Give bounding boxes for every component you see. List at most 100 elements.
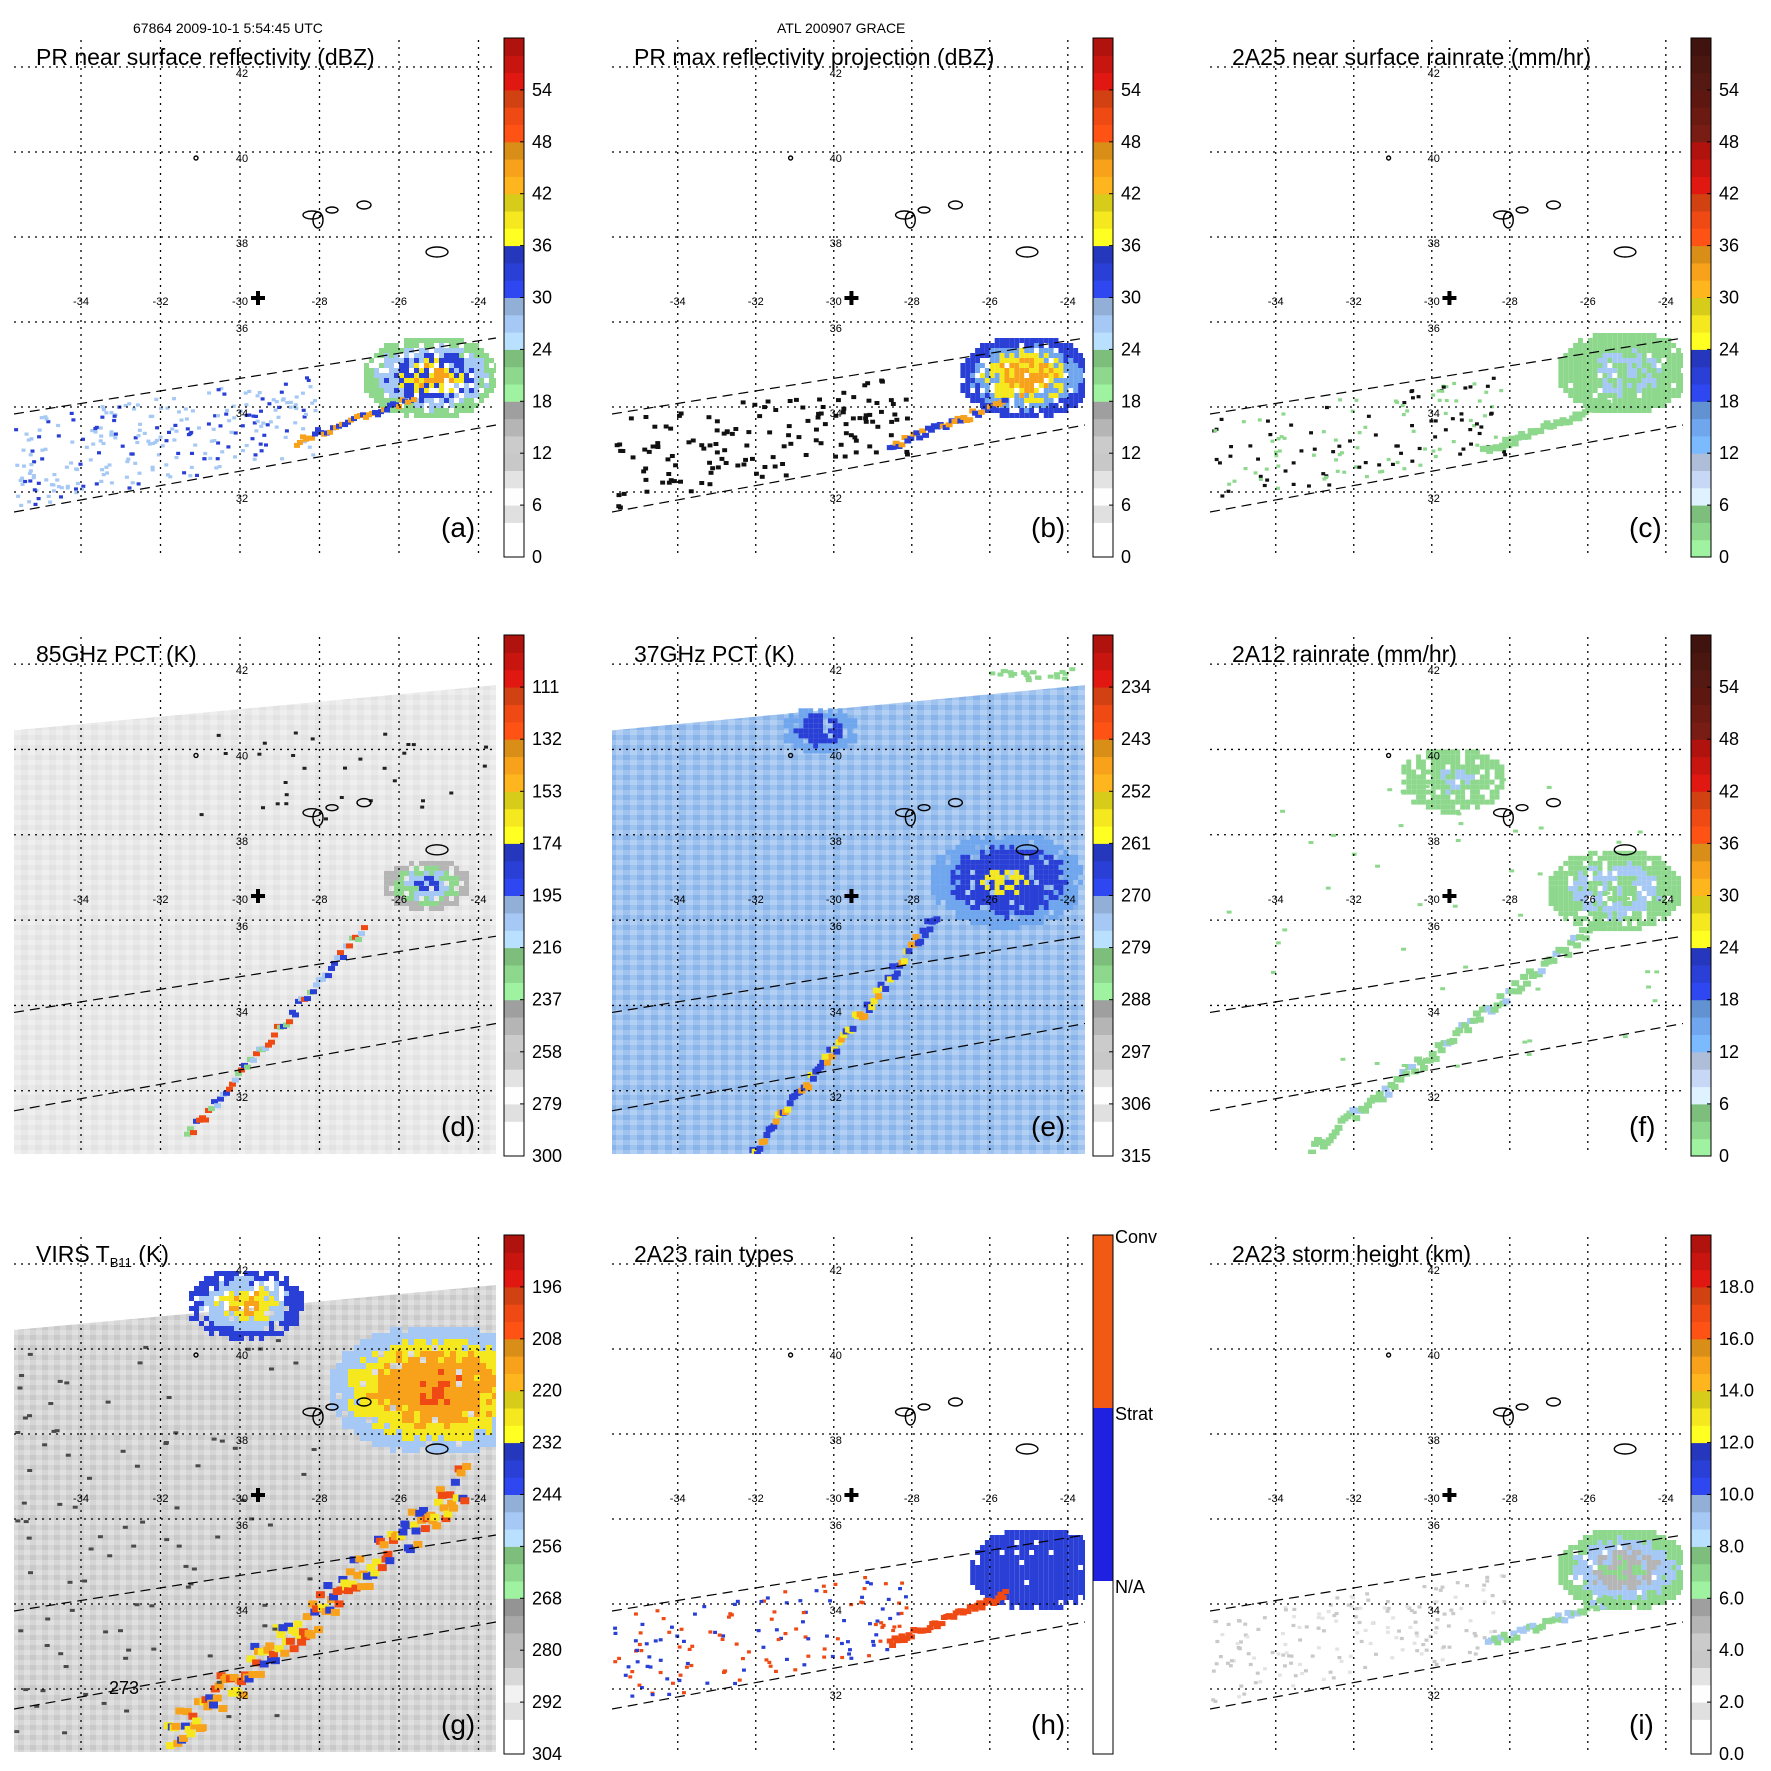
colorbar-band (1093, 211, 1113, 229)
colorbar-band (1691, 176, 1711, 195)
colorbar-band (504, 176, 524, 195)
lon-label: -28 (904, 296, 920, 308)
swath-background (14, 685, 496, 1154)
lat-label: 34 (236, 1605, 248, 1617)
colorbar-tick: 6 (1719, 1094, 1729, 1114)
colorbar-f: 0 6 12 18 24 30 36 42 48 54 (1690, 634, 1739, 1166)
lon-label: -32 (748, 1493, 764, 1505)
colorbar-band (1691, 193, 1711, 212)
island-outline (1502, 211, 1514, 229)
colorbar-band (1093, 773, 1113, 792)
colorbar-band (504, 332, 524, 350)
lon-label: -28 (904, 894, 920, 906)
colorbar-band (1691, 262, 1711, 281)
panel-b: -34 -32 -30 -28 -26 -24 42 40 38 36 34 32 PR max ref… (612, 37, 1141, 567)
colorbar-band (1691, 38, 1711, 56)
colorbar-band (1691, 1408, 1711, 1426)
colorbar-band (504, 1529, 524, 1547)
colorbar-tick: Strat (1115, 1404, 1153, 1424)
lon-label: -28 (312, 894, 328, 906)
storm-center-marker (251, 1488, 265, 1502)
lat-label: 36 (236, 323, 248, 335)
island-outline (1385, 752, 1392, 759)
panel-letter: (g) (441, 1709, 475, 1740)
lon-label: -32 (1346, 296, 1362, 308)
colorbar-band (504, 1667, 524, 1686)
lat-label: 38 (236, 1435, 248, 1447)
colorbar-tick: 30 (532, 288, 552, 308)
colorbar-band (1691, 687, 1711, 705)
colorbar-band (504, 965, 524, 983)
colorbar-i: 0.0 2.0 4.0 6.0 8.0 10.0 12.0 14.0 16.0 18.0 (1690, 1234, 1754, 1764)
colorbar-band (1093, 1069, 1113, 1088)
lat-label: 36 (1428, 1520, 1440, 1532)
colorbar-band (504, 38, 524, 56)
map-area-f: -34 -32 -30 -28 -26 -24 42 40 38 36 34 32 (1210, 637, 1683, 1154)
colorbar-band (1093, 280, 1113, 298)
lat-label: 36 (1428, 323, 1440, 335)
island-outline (1613, 246, 1637, 258)
colorbar-band (504, 808, 524, 827)
colorbar-band (504, 1252, 524, 1271)
storm-center-marker (1442, 291, 1457, 305)
colorbar-tick: 6 (532, 495, 542, 515)
colorbar-band (1691, 418, 1711, 437)
colorbar-band (504, 999, 524, 1018)
colorbar-band (504, 384, 524, 402)
island-outline (302, 807, 322, 818)
island-outline (1492, 210, 1512, 220)
lat-label: 40 (830, 750, 842, 762)
lon-label: -34 (1268, 1493, 1284, 1505)
colorbar-tick: 48 (1719, 729, 1739, 749)
colorbar-tick: 54 (1121, 80, 1141, 100)
colorbar-band (504, 912, 524, 931)
lon-label: -34 (73, 296, 89, 308)
island-outline (904, 211, 916, 229)
colorbar-band (504, 280, 524, 298)
lon-label: -30 (1424, 894, 1440, 906)
colorbar-band (504, 401, 524, 420)
colorbar-tick: 258 (532, 1042, 562, 1062)
lat-label: 38 (236, 238, 248, 250)
colorbar-band (504, 1598, 524, 1617)
lon-label: -24 (1658, 1493, 1674, 1505)
colorbar-band (1093, 522, 1113, 541)
lat-label: 42 (1428, 1265, 1440, 1277)
colorbar-band (1691, 1632, 1711, 1651)
colorbar-band (1093, 1086, 1113, 1105)
colorbar-band (1691, 965, 1711, 983)
storm-center-marker (844, 889, 859, 904)
colorbar-band (504, 930, 524, 949)
colorbar-band (504, 652, 524, 671)
colorbar-band (1691, 1086, 1711, 1105)
colorbar-tick: 24 (532, 339, 552, 359)
colorbar-tick: 30 (1719, 886, 1739, 906)
colorbar-band (504, 55, 524, 74)
colorbar-band (504, 721, 524, 740)
colorbar-band (504, 159, 524, 177)
colorbar-band (1691, 280, 1711, 298)
lat-label: 42 (830, 1265, 842, 1277)
colorbar-tick: 12 (1121, 443, 1141, 463)
island-outline (1545, 1397, 1562, 1407)
colorbar-tick: 10.0 (1719, 1485, 1754, 1505)
colorbar-tick: 4.0 (1719, 1640, 1744, 1660)
colorbar-band (1691, 1736, 1711, 1755)
lon-label: -28 (312, 296, 328, 308)
colorbar-band (504, 878, 524, 896)
colorbar-band (504, 141, 524, 160)
lon-label: -34 (1268, 296, 1284, 308)
colorbar-tick: 300 (532, 1146, 562, 1166)
island-outline (904, 1408, 916, 1426)
panel-e: -34 -32 -30 -28 -26 -24 42 40 38 36 34 32 37GHz PCT … (612, 634, 1151, 1166)
colorbar-tick: 268 (532, 1588, 562, 1608)
lat-label: 40 (236, 153, 248, 165)
colorbar-band (504, 418, 524, 437)
map-area-e: -34 -32 -30 -28 -26 -24 42 40 38 36 34 32 (612, 637, 1085, 1154)
colorbar-band (1093, 332, 1113, 350)
colorbar-band (1691, 1034, 1711, 1053)
lon-label: -26 (1580, 1493, 1596, 1505)
island-outline (425, 246, 449, 258)
panel-h: -34 -32 -30 -28 -26 -24 42 40 38 36 34 32 2A23 rain … (612, 1227, 1157, 1755)
